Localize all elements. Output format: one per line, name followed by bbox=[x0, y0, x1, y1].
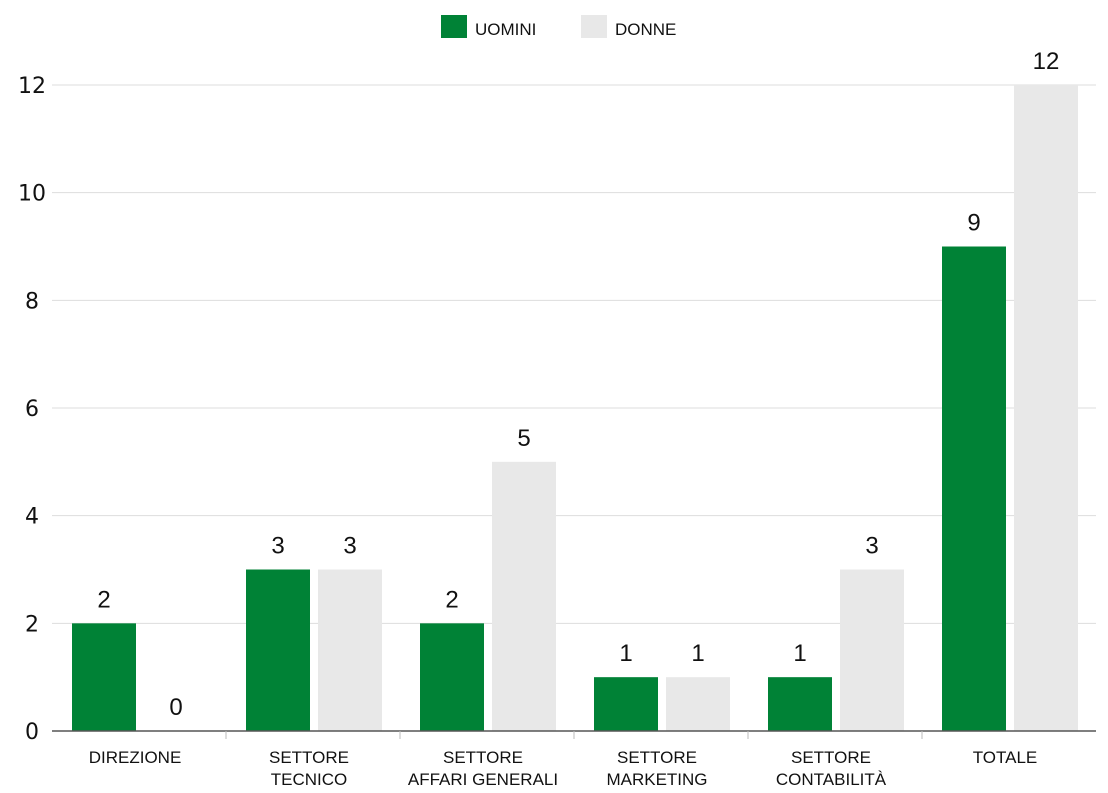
bar-uomini-1 bbox=[246, 569, 310, 731]
legend-swatch-1 bbox=[581, 15, 607, 38]
x-category-label: SETTORE bbox=[443, 748, 523, 767]
y-tick-label: 4 bbox=[25, 505, 39, 530]
x-category-label: DIREZIONE bbox=[89, 748, 182, 767]
data-label: 2 bbox=[97, 586, 110, 613]
x-category-label: SETTORE bbox=[269, 748, 349, 767]
x-category-label: CONTABILITÀ bbox=[776, 770, 887, 789]
data-label: 1 bbox=[619, 640, 632, 667]
bar-donne-5 bbox=[1014, 85, 1078, 731]
legend-label-1: DONNE bbox=[615, 20, 676, 39]
y-tick-label: 0 bbox=[25, 720, 39, 745]
bar-uomini-0 bbox=[72, 623, 136, 731]
bars: 2 0 3 3 2 5 1 1 1 3 9 12 bbox=[72, 48, 1078, 732]
data-label: 1 bbox=[793, 640, 806, 667]
x-category-label: SETTORE bbox=[791, 748, 871, 767]
data-label: 3 bbox=[865, 533, 878, 560]
x-category-label: TOTALE bbox=[973, 748, 1038, 767]
data-label: 9 bbox=[967, 210, 980, 237]
data-label: 1 bbox=[691, 640, 704, 667]
x-category-label: SETTORE bbox=[617, 748, 697, 767]
data-label: 3 bbox=[271, 533, 284, 560]
bar-uomini-5 bbox=[942, 246, 1006, 731]
bar-uomini-3 bbox=[594, 677, 658, 731]
y-tick-label: 8 bbox=[25, 289, 39, 314]
data-label: 2 bbox=[445, 586, 458, 613]
legend-label-0: UOMINI bbox=[475, 20, 536, 39]
x-category-label: TECNICO bbox=[271, 770, 348, 789]
bar-donne-2 bbox=[492, 461, 556, 731]
data-label: 5 bbox=[517, 425, 530, 452]
x-axis: DIREZIONE SETTORE TECNICO SETTORE AFFARI GEN… bbox=[52, 730, 1096, 789]
y-axis: 0 2 4 6 8 10 12 bbox=[18, 74, 46, 745]
bar-uomini-4 bbox=[768, 677, 832, 731]
x-category-label: MARKETING bbox=[606, 770, 707, 789]
grid-lines bbox=[52, 84, 1096, 624]
bar-donne-3 bbox=[666, 677, 730, 731]
y-tick-label: 6 bbox=[25, 397, 39, 422]
bar-uomini-2 bbox=[420, 623, 484, 731]
y-tick-label: 12 bbox=[18, 74, 46, 99]
data-label: 12 bbox=[1033, 48, 1060, 75]
data-label: 0 bbox=[169, 694, 182, 721]
y-tick-label: 10 bbox=[18, 182, 46, 207]
bar-donne-1 bbox=[318, 569, 382, 731]
legend-swatch-0 bbox=[441, 15, 467, 38]
x-category-label: AFFARI GENERALI bbox=[408, 770, 558, 789]
bar-donne-4 bbox=[840, 569, 904, 731]
data-label: 3 bbox=[343, 533, 356, 560]
legend: UOMINI DONNE bbox=[441, 15, 676, 39]
y-tick-label: 2 bbox=[25, 612, 39, 637]
